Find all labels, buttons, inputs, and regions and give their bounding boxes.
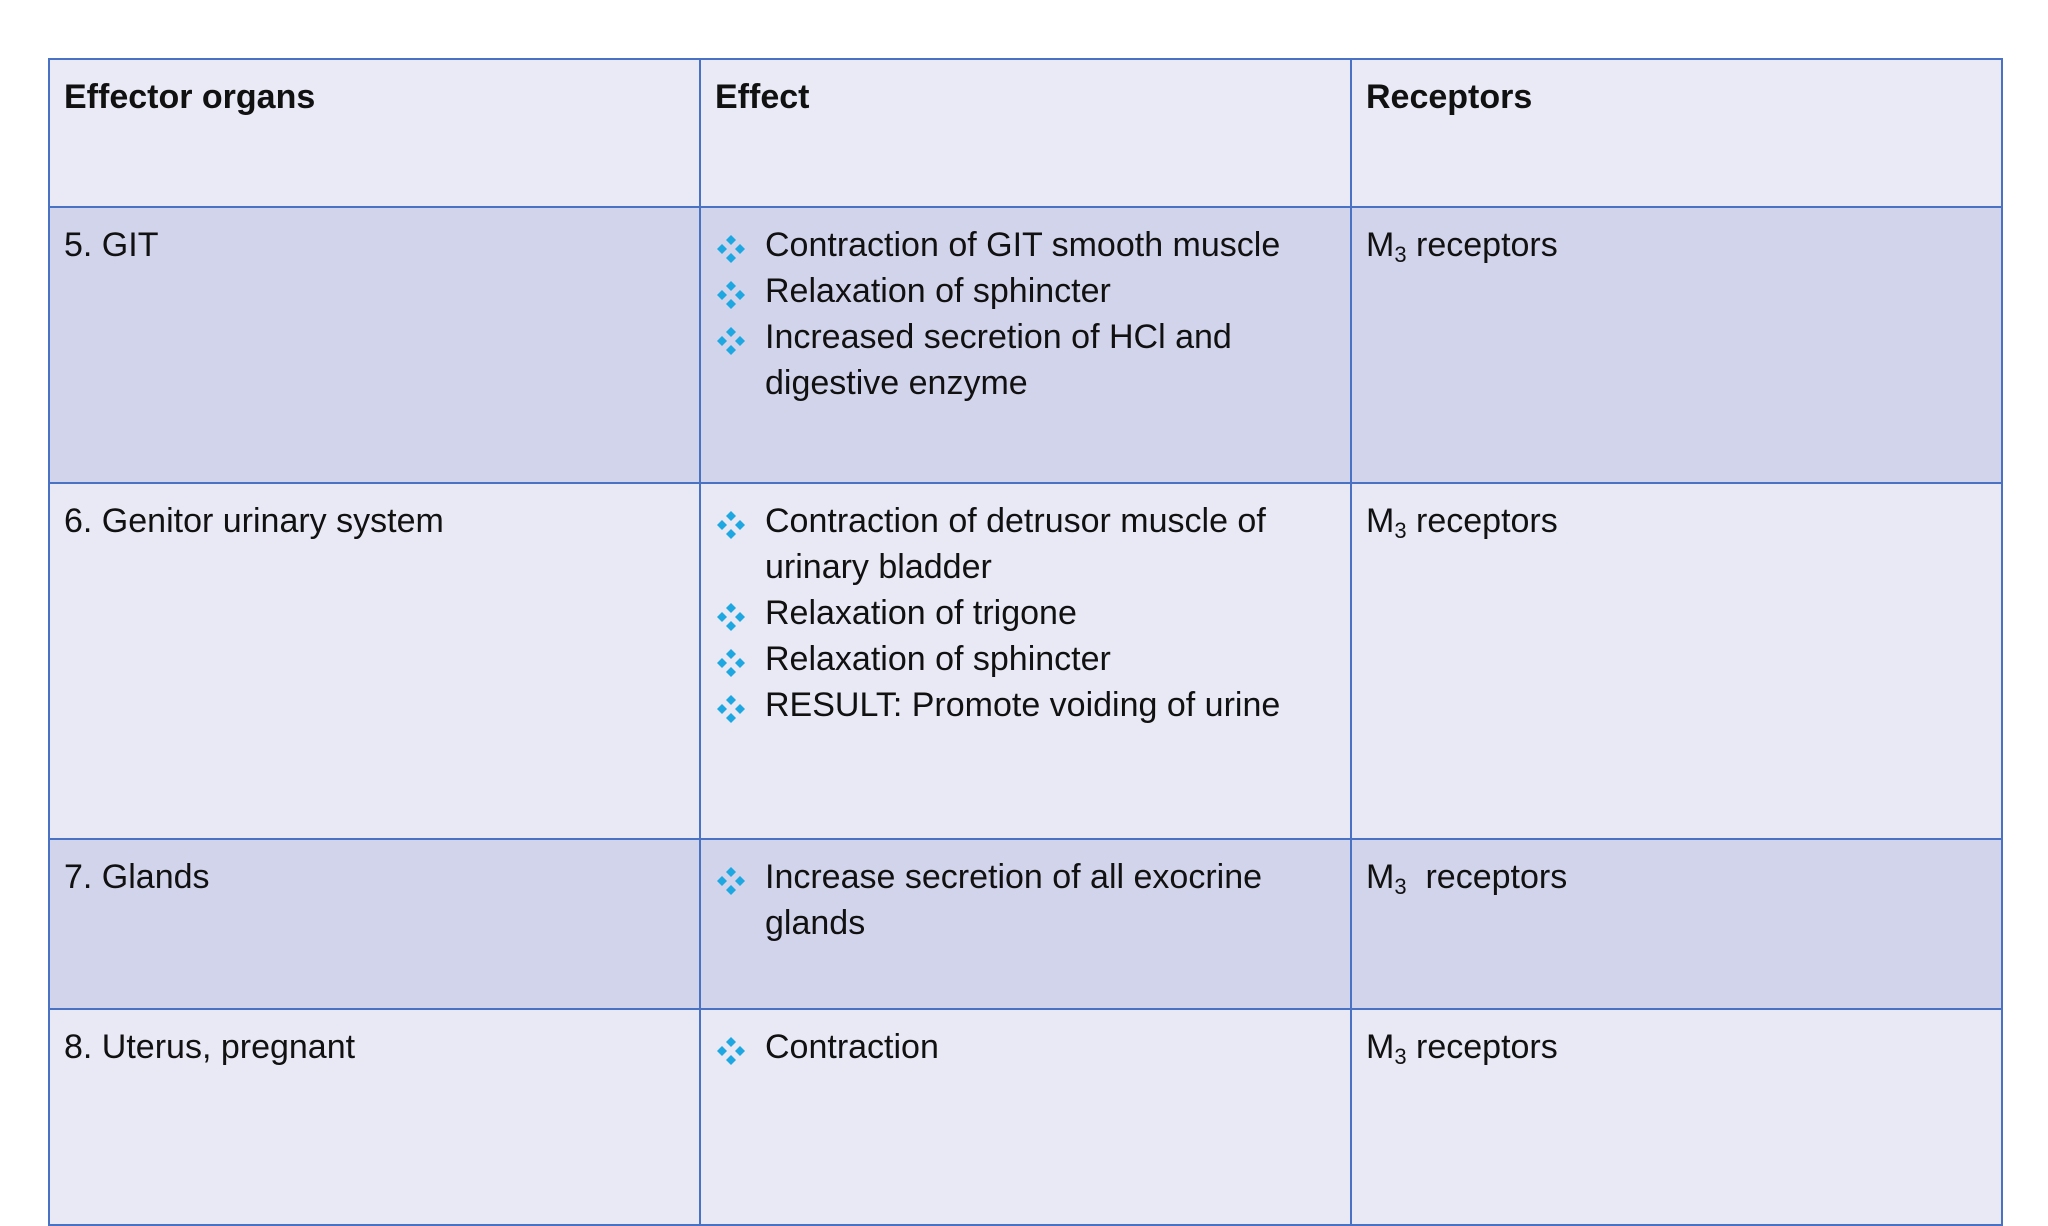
effect-text: Relaxation of trigone <box>765 594 1077 632</box>
effect-item: Contraction <box>715 1024 1336 1070</box>
four-diamond-bullet-icon <box>717 511 745 539</box>
receptor-label: receptors <box>1406 1028 1558 1066</box>
effect-cell: Increase secretion of all exocrine gland… <box>699 838 1352 1010</box>
effect-item: Contraction of detrusor muscle of urinar… <box>715 498 1336 590</box>
receptor-cell: M3 receptors <box>1350 1008 2003 1226</box>
effect-item: Increase secretion of all exocrine gland… <box>715 854 1336 946</box>
effect-cell: Contraction <box>699 1008 1352 1226</box>
header-effector-organs: Effector organs <box>48 58 701 208</box>
effect-list: Contraction of GIT smooth muscle Relaxati… <box>715 222 1336 406</box>
receptor-letter: M <box>1366 1028 1395 1066</box>
receptor-label: receptors <box>1406 226 1558 264</box>
receptor-cell: M3 receptors <box>1350 206 2003 484</box>
receptor-letter: M <box>1366 502 1395 540</box>
receptor-subscript: 3 <box>1394 1044 1407 1069</box>
receptor-subscript: 3 <box>1394 874 1407 899</box>
effect-item: Relaxation of sphincter <box>715 268 1336 314</box>
effect-cell: Contraction of detrusor muscle of urinar… <box>699 482 1352 840</box>
receptor-cell: M3 receptors <box>1350 482 2003 840</box>
effect-item: RESULT: Promote voiding of urine <box>715 682 1336 728</box>
receptor-subscript: 3 <box>1394 518 1407 543</box>
organ-cell: 5. GIT <box>48 206 701 484</box>
four-diamond-bullet-icon <box>717 867 745 895</box>
effect-text: Contraction <box>765 1028 939 1066</box>
effect-cell: Contraction of GIT smooth muscle Relaxati… <box>699 206 1352 484</box>
table-row: 5. GIT Contraction of GIT smooth muscle R… <box>48 206 2003 484</box>
receptor-label: receptors <box>1406 502 1558 540</box>
organ-cell: 8. Uterus, pregnant <box>48 1008 701 1226</box>
table-row: 7. Glands Increase secretion of all exoc… <box>48 838 2003 1010</box>
receptor-label: receptors <box>1406 858 1568 896</box>
table-header-row: Effector organs Effect Receptors <box>48 58 2003 208</box>
effect-list: Contraction of detrusor muscle of urinar… <box>715 498 1336 728</box>
four-diamond-bullet-icon <box>717 1037 745 1065</box>
effect-text: Contraction of GIT smooth muscle <box>765 226 1281 264</box>
effect-text: Contraction of detrusor muscle of urinar… <box>765 502 1266 586</box>
four-diamond-bullet-icon <box>717 327 745 355</box>
effect-text: Increased secretion of HCl and digestive… <box>765 318 1232 402</box>
four-diamond-bullet-icon <box>717 603 745 631</box>
four-diamond-bullet-icon <box>717 281 745 309</box>
effect-text: Relaxation of sphincter <box>765 272 1111 310</box>
effect-text: RESULT: Promote voiding of urine <box>765 686 1281 724</box>
effect-item: Contraction of GIT smooth muscle <box>715 222 1336 268</box>
header-receptors: Receptors <box>1350 58 2003 208</box>
four-diamond-bullet-icon <box>717 695 745 723</box>
effect-list: Contraction <box>715 1024 1336 1070</box>
effect-item: Relaxation of trigone <box>715 590 1336 636</box>
slide: Effector organs Effect Receptors 5. GIT … <box>48 58 2003 1226</box>
header-effect: Effect <box>699 58 1352 208</box>
receptor-letter: M <box>1366 858 1395 896</box>
effect-item: Relaxation of sphincter <box>715 636 1336 682</box>
effect-item: Increased secretion of HCl and digestive… <box>715 314 1336 406</box>
effect-text: Relaxation of sphincter <box>765 640 1111 678</box>
autonomic-effects-table: Effector organs Effect Receptors 5. GIT … <box>48 58 2003 1226</box>
receptor-cell: M3 receptors <box>1350 838 2003 1010</box>
four-diamond-bullet-icon <box>717 235 745 263</box>
organ-cell: 7. Glands <box>48 838 701 1010</box>
table-row: 6. Genitor urinary system Contraction of… <box>48 482 2003 840</box>
effect-text: Increase secretion of all exocrine gland… <box>765 858 1263 942</box>
effect-list: Increase secretion of all exocrine gland… <box>715 854 1336 946</box>
receptor-letter: M <box>1366 226 1395 264</box>
receptor-subscript: 3 <box>1394 242 1407 267</box>
table-row: 8. Uterus, pregnant Contraction M3 recep… <box>48 1008 2003 1226</box>
organ-cell: 6. Genitor urinary system <box>48 482 701 840</box>
four-diamond-bullet-icon <box>717 649 745 677</box>
